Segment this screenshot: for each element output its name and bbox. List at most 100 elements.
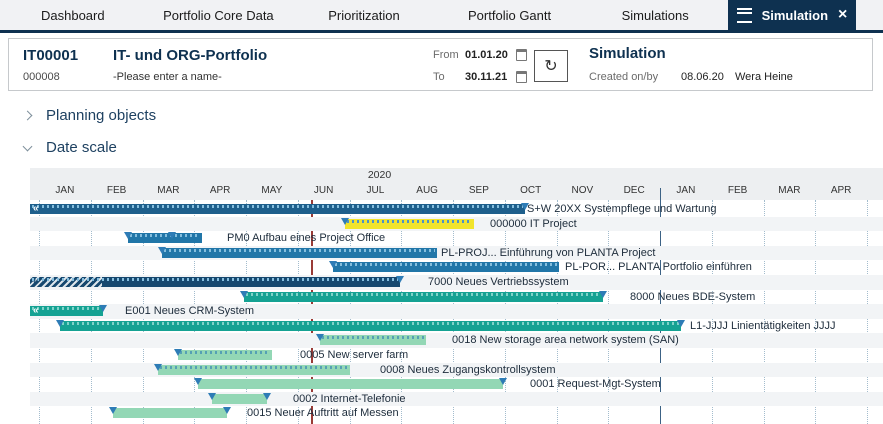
created-by: Wera Heine <box>735 71 793 83</box>
bar-dots-texture <box>130 234 200 238</box>
hatched-segment <box>30 277 102 287</box>
refresh-icon: ↻ <box>544 58 558 75</box>
nav-tab-simulations[interactable]: Simulations <box>621 7 689 23</box>
bar-dots-texture <box>180 351 270 354</box>
bar-start-marker-icon <box>341 217 349 225</box>
gantt-bar[interactable] <box>244 291 603 302</box>
gantt-row: « E001 Neues CRM-System <box>30 304 883 319</box>
nav-tab-portfolio-gantt[interactable]: Portfolio Gantt <box>468 7 552 23</box>
from-date-field[interactable]: 01.01.20 <box>465 49 508 61</box>
gantt-chart: 2020 JAN FEB MAR APR MAY JUN JUL AUG SEP OCT NOV DE… <box>0 168 883 424</box>
from-label: From <box>433 49 459 61</box>
to-date-field[interactable]: 30.11.21 <box>465 71 508 83</box>
bar-dots-texture <box>322 336 424 340</box>
gantt-row: 0001 Request-Mgt-System <box>30 377 883 392</box>
gantt-bar-label: 0001 Request-Mgt-System <box>530 378 661 391</box>
bar-end-marker-icon <box>263 392 271 400</box>
clipped-start-icon: « <box>33 276 38 287</box>
gantt-bar-label: 0008 Neues Zugangskontrollsystem <box>380 363 556 376</box>
bar-dots-texture <box>62 321 679 325</box>
bar-start-marker-icon <box>56 319 64 327</box>
bar-end-marker-icon <box>99 305 107 313</box>
gantt-bar-label: S+W 20XX Systempflege und Wartung <box>527 203 717 215</box>
created-date: 08.06.20 <box>681 71 724 83</box>
bar-end-marker-icon <box>499 378 507 386</box>
section-planning-objects[interactable]: Planning objects <box>22 107 157 124</box>
gantt-row: 000000 IT Project <box>30 216 883 232</box>
gantt-bar-label: 0002 Internet-Telefonie <box>293 392 406 405</box>
gantt-time-scale-header: 2020 JAN FEB MAR APR MAY JUN JUL AUG SEP OCT NOV DE… <box>30 168 883 200</box>
gantt-bar-label: PL-PROJ... Einführung von PLANTA Project <box>441 246 656 259</box>
gantt-bar[interactable] <box>345 218 474 229</box>
nav-tab-prioritization[interactable]: Prioritization <box>328 7 400 23</box>
gantt-bar[interactable] <box>113 408 227 419</box>
gantt-bar[interactable]: « <box>30 276 400 287</box>
menu-icon[interactable] <box>736 7 752 23</box>
month-label: JAN <box>55 185 75 196</box>
chevron-right-icon <box>22 110 33 121</box>
to-label: To <box>433 71 445 83</box>
section-date-scale[interactable]: Date scale <box>22 139 117 156</box>
gantt-row: « S+W 20XX Systempflege und Wartung <box>30 202 883 217</box>
gantt-row: 0008 Neues Zugangskontrollsystem <box>30 362 883 378</box>
bar-dots-texture <box>32 205 523 208</box>
portfolio-id: IT00001 <box>23 47 79 64</box>
gantt-bar[interactable] <box>198 379 503 390</box>
gantt-bar-label: 0015 Neuer Auftritt auf Messen <box>247 407 399 420</box>
gantt-bar[interactable] <box>333 262 559 273</box>
month-label: JUL <box>366 185 385 196</box>
to-calendar-icon[interactable] <box>516 71 527 83</box>
bar-start-marker-icon <box>124 232 132 240</box>
portfolio-title: IT- und ORG-Portfolio <box>113 47 268 64</box>
bar-start-marker-icon <box>194 378 202 386</box>
month-label: MAR <box>778 185 801 196</box>
gantt-bar-label: 000000 IT Project <box>490 217 577 230</box>
month-label: AUG <box>416 185 438 196</box>
gantt-bar[interactable] <box>128 233 202 244</box>
from-calendar-icon[interactable] <box>516 49 527 61</box>
gantt-bar[interactable] <box>162 247 437 258</box>
gantt-bar-label: 0018 New storage area network system (SA… <box>452 334 679 347</box>
top-navigation: Dashboard Portfolio Core Data Prioritiza… <box>0 0 883 33</box>
gantt-bar[interactable] <box>178 350 272 360</box>
gantt-bar-label: 0005 New server farm <box>300 349 409 361</box>
bar-end-marker-icon <box>521 203 529 210</box>
bar-start-marker-icon <box>158 246 166 254</box>
simulation-name-field[interactable]: -Please enter a name- <box>113 71 222 83</box>
simulation-header-panel: IT00001 000008 IT- und ORG-Portfolio -Pl… <box>8 38 873 91</box>
bar-dots-texture <box>32 278 398 281</box>
gantt-row: PM0 Aufbau eines Project Office <box>30 231 883 246</box>
nav-tab-portfolio-core-data[interactable]: Portfolio Core Data <box>163 7 274 23</box>
gantt-row: 0005 New server farm <box>30 348 883 363</box>
gantt-row: PL-PROJ... Einführung von PLANTA Project <box>30 245 883 261</box>
active-tab-simulation[interactable]: Simulation × <box>727 0 856 30</box>
month-label: JAN <box>676 185 696 196</box>
gantt-bar-label: L1-JJJJ Linientätigkeiten JJJJ <box>690 319 836 332</box>
close-icon[interactable]: × <box>838 6 848 23</box>
refresh-button[interactable]: ↻ <box>534 50 568 82</box>
nav-tab-dashboard[interactable]: Dashboard <box>40 7 105 23</box>
month-label: MAY <box>261 185 283 196</box>
month-label: JUN <box>313 185 334 196</box>
gantt-bar-label: E001 Neues CRM-System <box>125 305 254 318</box>
month-label: FEB <box>727 185 748 196</box>
simulation-id: 000008 <box>23 71 60 83</box>
month-label: DEC <box>623 185 645 196</box>
gantt-bar[interactable] <box>158 364 350 375</box>
panel-title: Simulation <box>589 45 666 62</box>
gantt-bar[interactable]: « <box>30 203 525 214</box>
clipped-start-icon: « <box>33 305 38 317</box>
gantt-row: L1-JJJJ Linientätigkeiten JJJJ <box>30 319 883 334</box>
gantt-bar[interactable] <box>60 320 681 331</box>
gantt-bar[interactable] <box>320 335 426 346</box>
bar-start-marker-icon <box>316 334 324 342</box>
month-label: FEB <box>106 185 127 196</box>
gantt-bar-label: 7000 Neues Vertriebssystem <box>428 276 569 288</box>
gantt-bar[interactable]: « <box>30 305 103 317</box>
section-planning-objects-label: Planning objects <box>46 107 157 124</box>
bar-dots-texture <box>246 292 601 296</box>
bar-end-marker-icon <box>223 407 231 415</box>
gantt-bar[interactable] <box>212 393 267 404</box>
bar-dots-texture <box>347 219 472 223</box>
gantt-row: « 7000 Neues Vertriebssystem <box>30 275 883 290</box>
